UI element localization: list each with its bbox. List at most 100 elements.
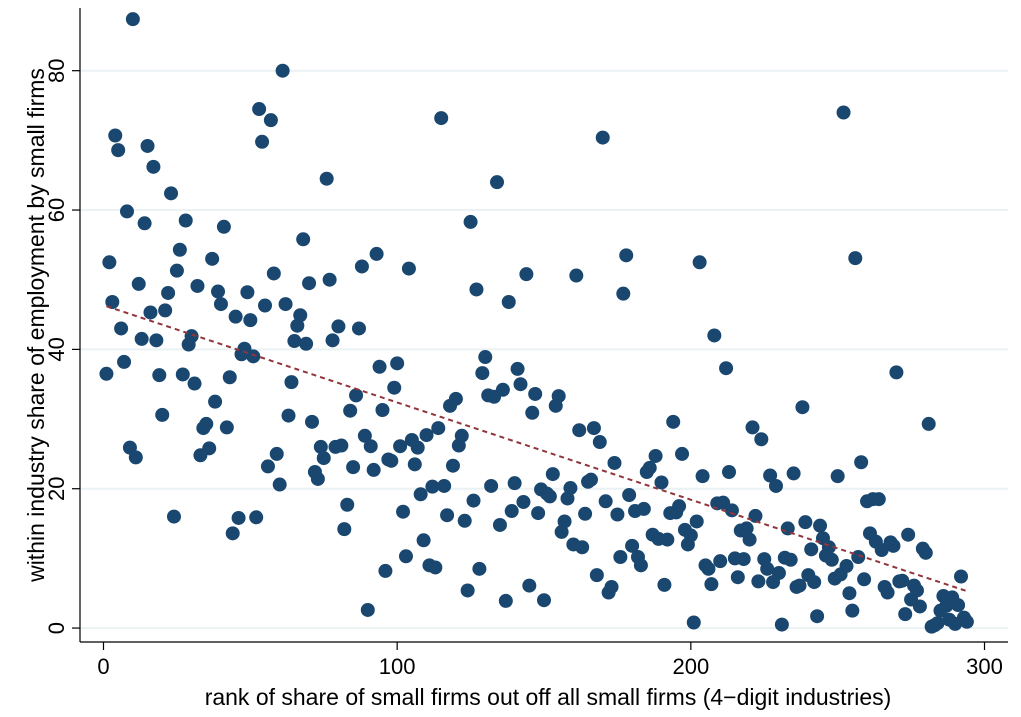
data-point bbox=[469, 282, 484, 297]
data-point bbox=[692, 255, 707, 270]
data-point bbox=[619, 248, 634, 263]
data-point bbox=[396, 504, 411, 519]
data-point bbox=[501, 295, 516, 310]
data-point bbox=[633, 558, 648, 573]
data-point bbox=[258, 298, 273, 313]
data-point bbox=[557, 514, 572, 529]
data-point bbox=[111, 143, 126, 158]
data-point bbox=[522, 578, 537, 593]
data-point bbox=[322, 272, 337, 287]
data-point bbox=[537, 593, 551, 608]
data-point bbox=[425, 479, 440, 494]
data-point bbox=[507, 476, 522, 491]
data-point bbox=[613, 550, 628, 565]
data-point bbox=[325, 333, 340, 348]
x-axis-label: rank of share of small firms out off all… bbox=[205, 684, 892, 710]
data-point bbox=[886, 538, 901, 553]
data-point bbox=[824, 552, 839, 567]
data-point bbox=[249, 510, 264, 525]
data-point bbox=[263, 113, 278, 128]
data-point bbox=[930, 616, 945, 631]
data-point bbox=[208, 394, 223, 409]
data-point bbox=[912, 599, 927, 614]
data-point bbox=[372, 359, 387, 374]
data-point bbox=[898, 607, 913, 622]
data-point bbox=[713, 554, 728, 569]
data-point bbox=[854, 455, 869, 470]
data-point bbox=[213, 297, 228, 312]
data-point bbox=[102, 255, 117, 270]
data-point bbox=[125, 12, 140, 27]
data-point bbox=[959, 614, 974, 629]
data-point bbox=[683, 528, 698, 543]
data-point bbox=[498, 593, 513, 608]
data-point bbox=[140, 138, 155, 153]
data-point bbox=[636, 501, 651, 516]
data-point bbox=[369, 246, 384, 261]
data-point bbox=[516, 494, 531, 509]
data-point bbox=[219, 420, 234, 435]
data-point bbox=[490, 175, 505, 190]
data-point bbox=[175, 367, 190, 382]
data-point bbox=[119, 204, 134, 219]
data-point bbox=[569, 268, 584, 283]
data-point bbox=[360, 602, 375, 617]
data-point bbox=[316, 451, 331, 466]
data-point bbox=[771, 566, 786, 581]
fitted-trend-line bbox=[106, 305, 968, 593]
data-point bbox=[205, 251, 220, 266]
data-point bbox=[909, 583, 924, 598]
data-point bbox=[707, 328, 722, 343]
data-point bbox=[810, 609, 825, 624]
data-point bbox=[739, 521, 754, 536]
data-point bbox=[354, 259, 369, 274]
data-point bbox=[622, 487, 637, 502]
data-point bbox=[689, 514, 704, 529]
data-point bbox=[607, 455, 622, 470]
data-point bbox=[343, 403, 358, 418]
data-point bbox=[225, 526, 240, 541]
data-point bbox=[545, 467, 560, 482]
data-point bbox=[519, 267, 534, 282]
data-point bbox=[839, 559, 854, 574]
data-point bbox=[951, 598, 966, 613]
data-point bbox=[255, 134, 270, 149]
data-point bbox=[604, 579, 619, 594]
data-point bbox=[492, 517, 507, 532]
data-point bbox=[792, 578, 807, 593]
data-point bbox=[117, 354, 132, 369]
data-point bbox=[495, 382, 510, 397]
data-point bbox=[431, 421, 446, 436]
data-point bbox=[528, 386, 543, 401]
data-point bbox=[563, 481, 578, 496]
data-point bbox=[334, 438, 349, 453]
data-point bbox=[472, 561, 487, 576]
data-point bbox=[143, 305, 158, 320]
data-point bbox=[531, 506, 546, 521]
data-point bbox=[551, 389, 566, 404]
data-point bbox=[575, 540, 590, 555]
data-point bbox=[648, 448, 663, 463]
data-point bbox=[578, 506, 593, 521]
data-point bbox=[161, 285, 176, 300]
data-point bbox=[783, 552, 798, 567]
data-point bbox=[114, 321, 129, 336]
data-point bbox=[428, 560, 443, 575]
data-point bbox=[675, 446, 690, 461]
data-point bbox=[686, 615, 701, 630]
data-point bbox=[337, 522, 352, 537]
data-point bbox=[164, 186, 179, 201]
data-point bbox=[187, 376, 202, 391]
data-point bbox=[349, 388, 364, 403]
data-point bbox=[366, 462, 381, 477]
data-point bbox=[310, 471, 325, 486]
data-point bbox=[842, 586, 857, 601]
data-point bbox=[202, 441, 217, 456]
y-tick-label: 20 bbox=[44, 476, 69, 500]
data-point bbox=[393, 439, 408, 454]
data-point bbox=[331, 319, 346, 334]
data-point bbox=[586, 421, 601, 436]
data-point bbox=[857, 572, 872, 587]
data-point bbox=[222, 370, 237, 385]
